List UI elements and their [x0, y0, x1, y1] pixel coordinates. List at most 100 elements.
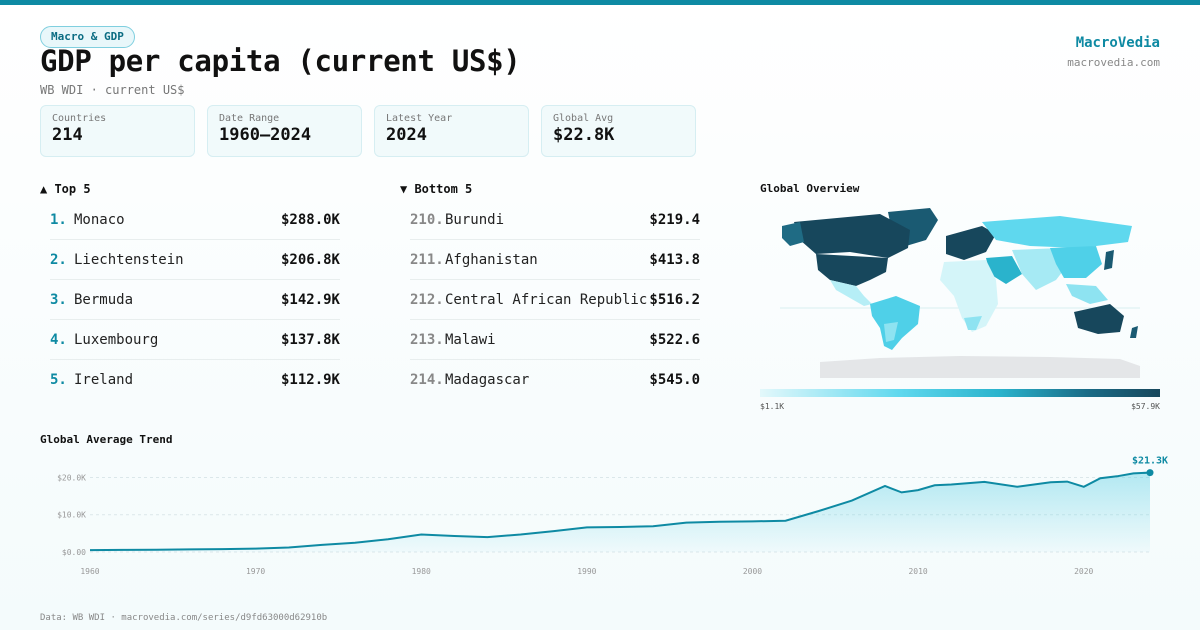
- list-item[interactable]: 211. Afghanistan $413.8: [410, 240, 700, 280]
- last-value-label: $21.3K: [1132, 456, 1168, 467]
- category-pill[interactable]: Macro & GDP: [40, 26, 135, 48]
- y-tick-label: $20.0K: [57, 473, 86, 482]
- country-name: Afghanistan: [445, 251, 538, 268]
- stat-value: 1960–2024: [219, 125, 312, 145]
- list-item[interactable]: 4. Luxembourg $137.8K: [50, 320, 340, 360]
- x-tick-label: 1990: [577, 567, 596, 576]
- country-value: $413.8: [649, 251, 700, 268]
- stat-card-latest-year: Latest Year 2024: [374, 105, 529, 157]
- list-item[interactable]: 214. Madagascar $545.0: [410, 360, 700, 400]
- region-new-zealand[interactable]: [1130, 326, 1138, 338]
- country-name: Monaco: [74, 211, 125, 228]
- legend-max-label: $57.9K: [1131, 402, 1160, 411]
- list-item[interactable]: 2. Liechtenstein $206.8K: [50, 240, 340, 280]
- rank-number: 5.: [50, 372, 67, 388]
- country-value: $516.2: [649, 291, 700, 308]
- x-tick-label: 2000: [743, 567, 762, 576]
- country-value: $545.0: [649, 372, 700, 388]
- country-name: Malawi: [445, 331, 496, 348]
- list-item[interactable]: 210. Burundi $219.4: [410, 200, 700, 240]
- rank-number: 212.: [410, 291, 444, 308]
- x-tick-label: 1960: [80, 567, 99, 576]
- x-tick-label: 2010: [908, 567, 927, 576]
- region-australia[interactable]: [1074, 304, 1124, 334]
- country-value: $522.6: [649, 331, 700, 348]
- trend-series-line: [89, 471, 1151, 552]
- region-africa[interactable]: [940, 260, 998, 332]
- rank-number: 1.: [50, 211, 67, 228]
- brand-url[interactable]: macrovedia.com: [1067, 56, 1160, 69]
- stat-value: 2024: [386, 125, 427, 145]
- region-argentina[interactable]: [884, 322, 898, 342]
- page-subtitle: WB WDI · current US$: [40, 83, 185, 97]
- page-title: GDP per capita (current US$): [40, 44, 521, 78]
- country-value: $112.9K: [280, 372, 340, 388]
- region-southeast-asia[interactable]: [1066, 284, 1108, 304]
- rank-number: 210.: [410, 211, 444, 228]
- country-name: Bermuda: [74, 291, 134, 308]
- region-south-africa[interactable]: [964, 316, 982, 330]
- stat-value: $22.8K: [553, 125, 615, 145]
- country-name: Liechtenstein: [74, 251, 184, 268]
- country-name: Luxembourg: [74, 331, 159, 348]
- list-item[interactable]: 1. Monaco $288.0K: [50, 200, 340, 240]
- world-choropleth-map[interactable]: [760, 200, 1160, 380]
- x-tick-label: 1970: [246, 567, 265, 576]
- region-japan[interactable]: [1104, 250, 1114, 270]
- country-value: $206.8K: [280, 251, 340, 268]
- region-mexico[interactable]: [830, 280, 872, 306]
- top-accent-bar: [0, 0, 1200, 5]
- list-item[interactable]: 212. Central African Republic $516.2: [410, 280, 700, 320]
- stat-label: Date Range: [219, 113, 280, 124]
- region-russia[interactable]: [982, 216, 1132, 248]
- country-name: Madagascar: [445, 372, 530, 388]
- region-europe[interactable]: [946, 226, 996, 260]
- stat-card-countries: Countries 214: [40, 105, 195, 157]
- country-value: $142.9K: [280, 291, 340, 308]
- stat-card-global-avg: Global Avg $22.8K: [541, 105, 696, 157]
- map-legend-gradient: [760, 389, 1160, 397]
- top5-heading: ▲ Top 5: [40, 182, 91, 196]
- region-canada[interactable]: [794, 214, 910, 258]
- stat-label: Countries: [52, 113, 107, 124]
- stat-value: 214: [52, 125, 83, 145]
- map-title: Global Overview: [760, 182, 860, 195]
- x-tick-label: 1980: [412, 567, 431, 576]
- trend-area-fill: [90, 472, 1150, 552]
- top5-list: 1. Monaco $288.0K 2. Liechtenstein $206.8K 3…: [50, 200, 340, 400]
- country-name: Ireland: [74, 372, 134, 388]
- rank-number: 2.: [50, 251, 67, 268]
- region-alaska[interactable]: [782, 222, 804, 246]
- rank-number: 214.: [410, 372, 444, 388]
- footer-source: Data: WB WDI · macrovedia.com/series/d9f…: [40, 613, 328, 623]
- country-value: $219.4: [649, 211, 700, 228]
- bottom5-list: 210. Burundi $219.4 211. Afghanistan $413.8 …: [410, 200, 700, 400]
- country-name: Burundi: [445, 211, 505, 228]
- country-value: $288.0K: [280, 211, 340, 228]
- trend-chart[interactable]: $0.00 $10.0K $20.0K 1960 1970 1980 1990 2000 201…: [0, 440, 1200, 590]
- last-point-marker[interactable]: [1146, 469, 1154, 477]
- brand-logo[interactable]: MacroVedia: [1075, 35, 1160, 51]
- country-value: $137.8K: [280, 331, 340, 348]
- list-item[interactable]: 5. Ireland $112.9K: [50, 360, 340, 400]
- stat-card-date-range: Date Range 1960–2024: [207, 105, 362, 157]
- region-antarctica[interactable]: [820, 356, 1140, 378]
- y-tick-label: $0.00: [62, 548, 86, 557]
- rank-number: 211.: [410, 251, 444, 268]
- trend-title: Global Average Trend: [40, 433, 173, 446]
- rank-number: 3.: [50, 291, 67, 308]
- list-item[interactable]: 213. Malawi $522.6: [410, 320, 700, 360]
- stat-label: Latest Year: [386, 113, 453, 124]
- rank-number: 4.: [50, 331, 67, 348]
- stat-label: Global Avg: [553, 113, 614, 124]
- list-item[interactable]: 3. Bermuda $142.9K: [50, 280, 340, 320]
- x-tick-label: 2020: [1074, 567, 1093, 576]
- rank-number: 213.: [410, 331, 444, 348]
- bottom5-heading: ▼ Bottom 5: [400, 182, 473, 196]
- region-usa[interactable]: [816, 254, 888, 286]
- region-china[interactable]: [1050, 246, 1102, 278]
- legend-min-label: $1.1K: [760, 402, 785, 411]
- country-name: Central African Republic: [445, 291, 648, 308]
- region-middle-east[interactable]: [986, 256, 1022, 284]
- y-tick-label: $10.0K: [57, 511, 86, 520]
